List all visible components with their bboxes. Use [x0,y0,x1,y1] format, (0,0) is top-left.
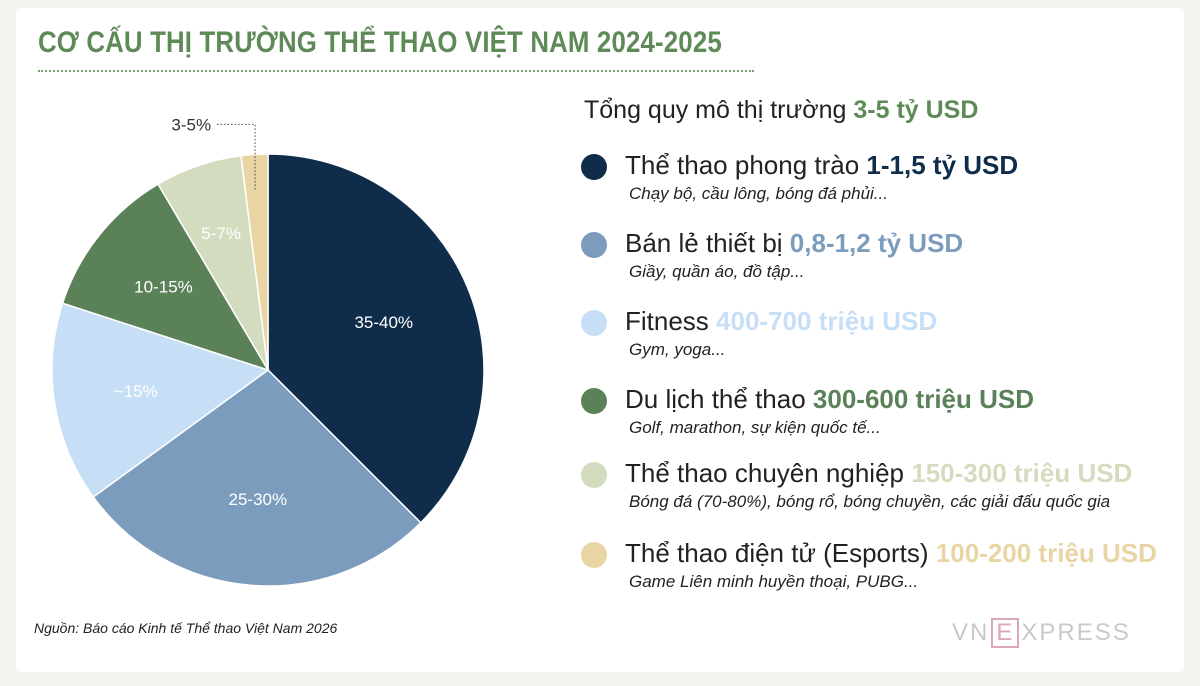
leader-line [215,123,256,190]
vnexpress-logo: VN E XPRESS [952,618,1131,648]
legend-name: Thể thao phong trào [625,150,860,180]
legend-desc: Golf, marathon, sự kiện quốc tế... [629,418,881,437]
title-divider [38,70,754,72]
pie-slice [267,153,485,524]
slice-label: 35-40% [354,313,413,332]
slice-label: 25-30% [229,490,288,509]
legend-value: 0,8-1,2 tỷ USD [789,228,964,258]
legend-name: Fitness [625,306,709,336]
legend-dot [581,388,607,414]
legend-name: Du lịch thể thao [625,384,806,414]
legend-value: 100-200 triệu USD [935,538,1157,568]
pie-slice [51,302,270,499]
slice-label: 5-7% [201,224,241,243]
legend-dot [581,462,607,488]
legend-dot [581,154,607,180]
legend-name: Thể thao chuyên nghiệp [625,458,904,488]
market-total-label: Tổng quy mô thị trường [584,96,847,124]
market-total-value: 3-5 tỷ USD [853,96,979,124]
legend-name: Bán lẻ thiết bị [625,228,783,258]
legend-desc: Game Liên minh huyền thoại, PUBG... [629,572,919,591]
pie-slice [61,183,270,372]
slice-label: ~15% [114,382,158,401]
legend-desc: Giầy, quần áo, đồ tập... [629,262,805,281]
legend-dot [581,542,607,568]
legend-value: 1-1,5 tỷ USD [866,150,1019,180]
legend-value: 300-600 triệu USD [812,384,1035,414]
source-note: Nguồn: Báo cáo Kinh tế Thể thao Việt Nam… [34,620,338,636]
legend-desc: Bóng đá (70-80%), bóng rổ, bóng chuyền, … [629,492,1111,511]
chart-title: CƠ CẤU THỊ TRƯỜNG THỂ THAO VIỆT NAM 2024… [38,26,722,59]
market-total: Tổng quy mô thị trường 3-5 tỷ USD [584,96,978,125]
legend-desc: Chạy bộ, cầu lông, bóng đá phủi... [629,184,888,203]
pie-chart: 35-40% 25-30% ~15% 10-15% 5-7% 3-5% [51,115,485,587]
pie-slice [92,369,422,587]
pie-slice [240,153,269,371]
legend-value: 400-700 triệu USD [716,306,938,336]
legend-value: 150-300 triệu USD [911,458,1133,488]
slice-label: 3-5% [171,115,211,134]
legend-name: Thể thao điện tử (Esports) [625,538,929,568]
legend-dot [581,232,607,258]
legend-dot [581,310,607,336]
slice-label: 10-15% [134,277,193,296]
legend-desc: Gym, yoga... [629,340,726,359]
infographic-card: CƠ CẤU THỊ TRƯỜNG THỂ THAO VIỆT NAM 2024… [16,8,1184,672]
